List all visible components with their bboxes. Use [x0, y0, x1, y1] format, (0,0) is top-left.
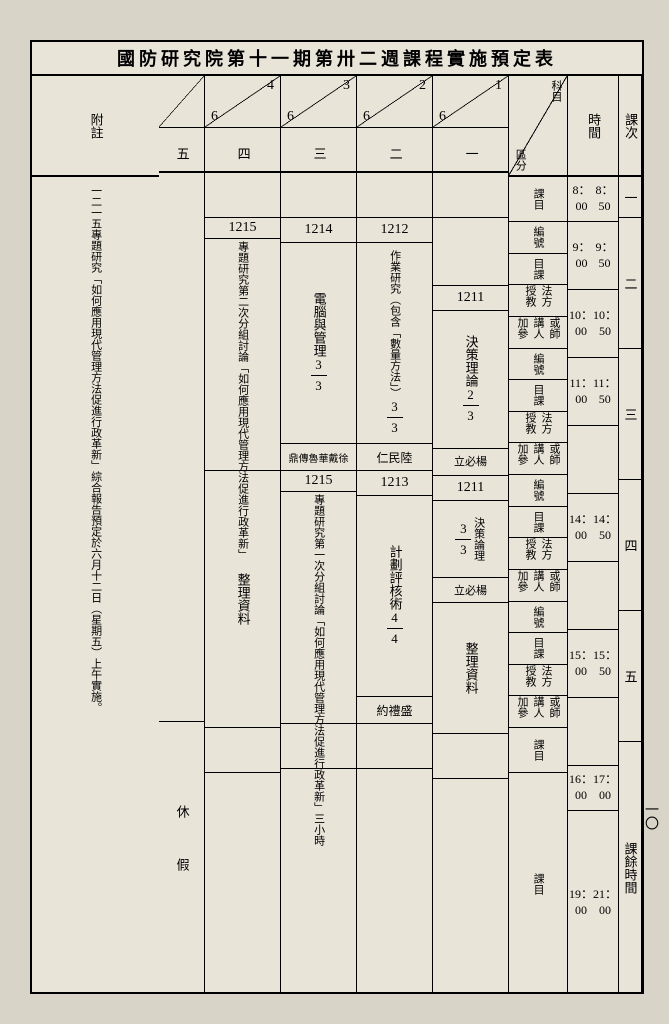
d4-p1 [205, 173, 280, 218]
header-time: 時間 [568, 76, 618, 177]
row-kemu-3: 課目 [509, 773, 567, 994]
d3-block2: 1215 專題研究第一次分組討論「如何應用現代管理方法促進行政革新」三小時 [281, 471, 356, 724]
time-4a: 14：0014：50 [568, 494, 618, 562]
time-2a: 9：009：50 [568, 222, 618, 290]
time-4b [568, 562, 618, 630]
d5-content [159, 173, 204, 722]
day-4-header: 4 6 四 [205, 76, 280, 173]
header-period: 課次 [619, 76, 641, 177]
d2-p7 [357, 724, 432, 769]
block-labels-1: 編號 目課 法方授教 或師講人加參 編號 目課 法方授教 或師講人加參 [509, 222, 567, 475]
d1-p1 [433, 173, 508, 218]
d2-p1 [357, 173, 432, 218]
d3-p8 [281, 769, 356, 994]
time-2b: 10：0010：50 [568, 290, 618, 358]
day-5-header: 五 [159, 76, 204, 173]
row-kemu-2: 課目 [509, 728, 567, 773]
period-5: 五 [619, 611, 641, 742]
time-6: 16：0017：00 [568, 766, 618, 811]
d1-p7 [433, 734, 508, 779]
period-2: 二 [619, 218, 641, 349]
period-4: 四 [619, 480, 641, 611]
period-3: 三 [619, 349, 641, 480]
time-1: 8：008：50 [568, 177, 618, 222]
d1-block3: 整理資料 [433, 603, 508, 734]
d3-p7 [281, 724, 356, 769]
d4-block2: 整理資料 [205, 471, 280, 728]
schedule-page: 國防研究院第十一期第卅二週課程實施預定表 課次 一 二 三 四 五 課餘時間 時… [30, 40, 644, 994]
d3-p1 [281, 173, 356, 218]
notes-body: 一二一五專題研究「如何應用現代管理方法促進行政革新」綜合報告預定於六月十二日（星… [32, 177, 159, 994]
time-3a: 11：0011：50 [568, 358, 618, 426]
day-3-header: 3 6 三 [281, 76, 356, 173]
time-5a: 15：0015：50 [568, 630, 618, 698]
time-7: 19：0021：00 [568, 811, 618, 994]
period-1: 一 [619, 177, 641, 218]
d2-block1: 1212 作業研究（包含「數量方法」） 33 仁民陸 [357, 218, 432, 471]
d4-block1: 1215 專題研究第二次分組討論「如何應用現代管理方法促進行政革新」 [205, 218, 280, 471]
header-diag-1: 科目 區分 [509, 76, 567, 177]
time-3b [568, 426, 618, 494]
day-2-header: 2 6 二 [357, 76, 432, 173]
day-1-col: 1 6 一 1211 決策理論 23 立必楊 1211 33 決策論理 [433, 76, 509, 994]
d1-block2: 1211 33 決策論理 立必楊 [433, 476, 508, 603]
d4-p7 [205, 728, 280, 773]
day-2-col: 2 6 二 1212 作業研究（包含「數量方法」） 33 仁民陸 1213 計劃… [357, 76, 433, 994]
d2-block2: 1213 計劃評核術 44 約禮盛 [357, 471, 432, 724]
day-4-col: 4 6 四 1215 專題研究第二次分組討論「如何應用現代管理方法促進行政革新」… [205, 76, 281, 994]
time-5b [568, 698, 618, 766]
d1-block1: 1211 決策理論 23 立必楊 [433, 286, 508, 476]
row-labels-col: 科目 區分 課目 編號 目課 法方授教 或師講人加參 編號 目課 法方授教 或師… [509, 76, 568, 994]
block-labels-2: 編號 目課 法方授教 或師講人加參 編號 目課 法方授教 或師講人加參 [509, 475, 567, 728]
page-number: 一〇 [640, 802, 660, 830]
page-title: 國防研究院第十一期第卅二週課程實施預定表 [32, 42, 642, 76]
d1-p2 [433, 218, 508, 286]
main-grid: 課次 一 二 三 四 五 課餘時間 時間 8：008：50 9：009：50 1… [32, 76, 642, 994]
notes-header: 附註 [32, 76, 159, 177]
time-col: 時間 8：008：50 9：009：50 10：0010：50 11：0011：… [568, 76, 619, 994]
d3-block1: 1214 電腦與管理 33 鼎傳魯華戴徐 [281, 218, 356, 471]
day-3-col: 3 6 三 1214 電腦與管理 33 鼎傳魯華戴徐 1215 專題研究第一次分… [281, 76, 357, 994]
d1-p8 [433, 779, 508, 994]
day-5-col: 五 休假 [159, 76, 205, 994]
d2-p8 [357, 769, 432, 994]
d4-p8 [205, 773, 280, 994]
period-number-col: 課次 一 二 三 四 五 課餘時間 [619, 76, 642, 994]
row-kemu-1: 課目 [509, 177, 567, 222]
d5-holiday: 休假 [159, 722, 204, 994]
day-1-header: 1 6 一 [433, 76, 508, 173]
notes-col: 附註 一二一五專題研究「如何應用現代管理方法促進行政革新」綜合報告預定於六月十二… [32, 76, 159, 994]
period-extra: 課餘時間 [619, 742, 641, 994]
